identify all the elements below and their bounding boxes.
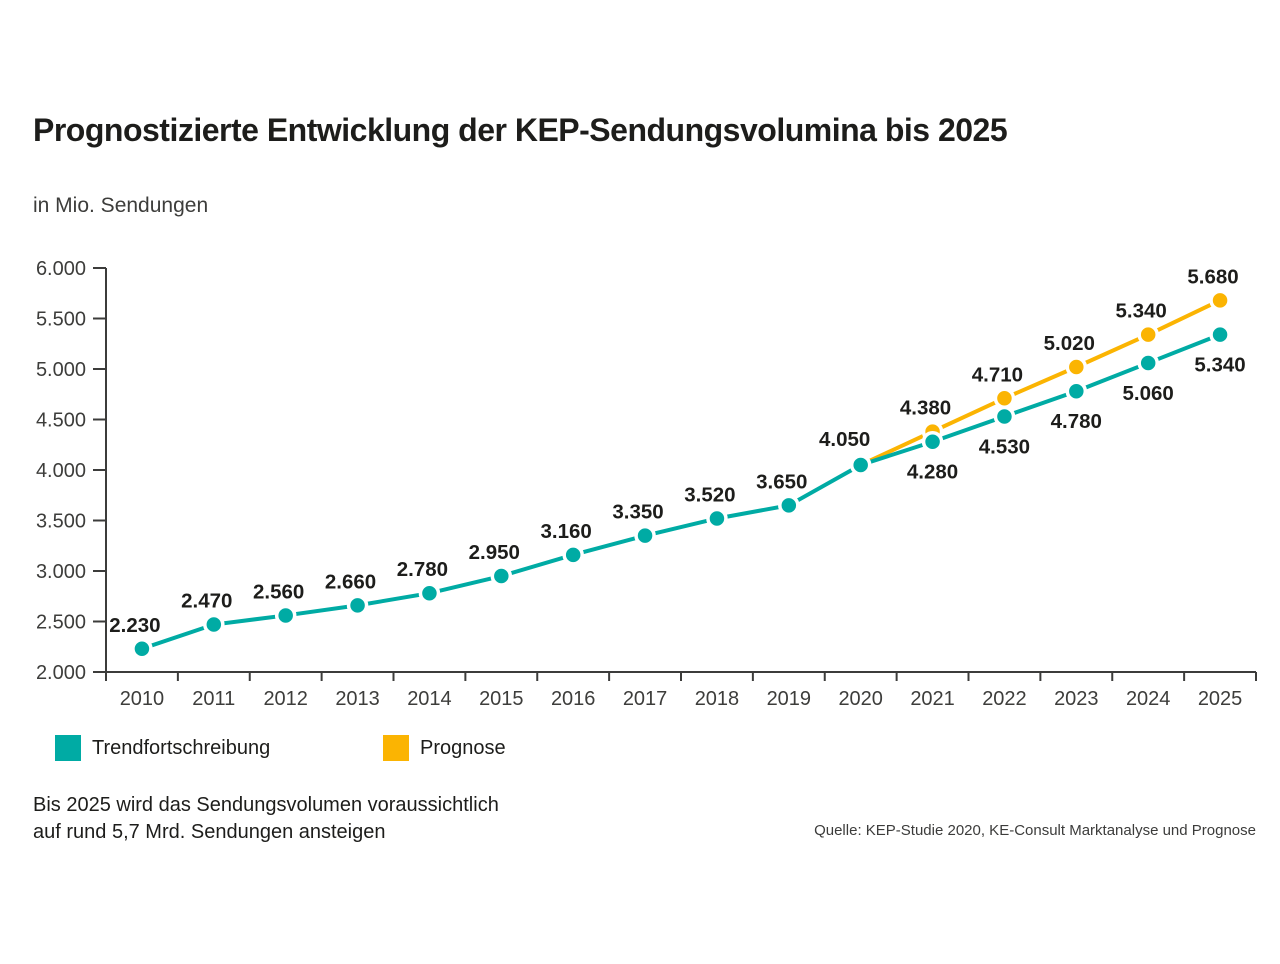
y-tick-label: 5.500	[36, 309, 86, 331]
x-tick-label: 2011	[192, 688, 235, 710]
data-point-label: 4.380	[900, 397, 951, 420]
series-line-prognose	[859, 298, 1221, 467]
footnote-line-2: auf rund 5,7 Mrd. Sendungen ansteigen	[33, 821, 386, 843]
chart-unit-label: in Mio. Sendungen	[33, 194, 209, 217]
data-point-trendfortschreibung	[921, 430, 944, 453]
data-point-label: 2.230	[109, 614, 160, 637]
data-point-label: 2.660	[325, 570, 376, 593]
chart-title: Prognostizierte Entwicklung der KEP-Send…	[33, 112, 1008, 148]
data-point-trendfortschreibung	[993, 405, 1016, 428]
data-point-label: 4.780	[1051, 410, 1102, 433]
data-point-label: 5.340	[1194, 354, 1245, 377]
data-point-trendfortschreibung	[634, 524, 656, 547]
x-tick-label: 2015	[479, 688, 524, 710]
data-point-trendfortschreibung	[418, 582, 441, 604]
series-line-trendfortschreibung	[141, 332, 1221, 651]
data-point-prognose	[1137, 323, 1159, 346]
legend-item-prognose: Prognose	[383, 735, 506, 761]
legend-label-prognose: Prognose	[420, 736, 506, 759]
x-tick-label: 2013	[335, 688, 380, 710]
data-point-label: 4.050	[819, 428, 870, 451]
y-tick-label: 3.500	[36, 511, 86, 533]
data-point-trendfortschreibung	[131, 638, 153, 660]
y-tick-label: 4.500	[36, 410, 86, 432]
x-tick-label: 2024	[1126, 688, 1171, 710]
data-point-label: 3.650	[756, 470, 807, 493]
x-tick-label: 2012	[263, 688, 308, 710]
data-point-label: 4.280	[907, 461, 958, 484]
x-tick-label: 2022	[982, 688, 1027, 710]
data-point-trendfortschreibung	[203, 613, 225, 636]
legend-swatch-trendfortschreibung	[55, 735, 81, 761]
x-tick-label: 2021	[910, 688, 955, 710]
footnote-line-1: Bis 2025 wird das Sendungsvolumen voraus…	[33, 794, 499, 816]
data-point-label: 2.950	[469, 541, 520, 564]
data-point-label: 3.520	[684, 483, 735, 506]
data-point-label: 5.020	[1044, 332, 1095, 355]
data-point-label: 4.710	[972, 363, 1023, 386]
data-point-trendfortschreibung	[706, 507, 728, 530]
y-tick-label: 2.500	[36, 612, 86, 634]
y-tick-label: 6.000	[36, 258, 86, 280]
data-point-label: 4.530	[979, 435, 1030, 458]
data-point-trendfortschreibung	[562, 544, 584, 566]
data-point-trendfortschreibung	[346, 594, 369, 617]
legend-swatch-prognose	[383, 735, 409, 761]
x-tick-label: 2020	[838, 688, 883, 710]
data-point-trendfortschreibung	[1065, 380, 1088, 402]
data-point-label: 5.060	[1123, 382, 1174, 405]
data-point-prognose	[1065, 356, 1088, 378]
data-point-label: 2.780	[397, 558, 448, 581]
data-point-prognose	[993, 387, 1016, 410]
data-point-label: 2.560	[253, 580, 304, 603]
x-tick-label: 2018	[695, 688, 740, 710]
x-tick-label: 2019	[767, 688, 812, 710]
x-tick-label: 2016	[551, 688, 596, 710]
data-point-prognose	[1209, 289, 1231, 312]
legend-label-trendfortschreibung: Trendfortschreibung	[92, 736, 271, 759]
data-point-trendfortschreibung	[849, 454, 872, 476]
x-tick-label: 2017	[623, 688, 668, 710]
data-point-trendfortschreibung	[1137, 352, 1159, 374]
data-point-trendfortschreibung	[490, 565, 513, 587]
source-attribution: Quelle: KEP-Studie 2020, KE-Consult Mark…	[814, 822, 1256, 839]
x-tick-label: 2023	[1054, 688, 1099, 710]
data-point-label: 2.470	[181, 590, 232, 613]
data-point-label: 5.680	[1187, 265, 1238, 288]
data-point-label: 5.340	[1116, 300, 1167, 323]
y-tick-label: 3.000	[36, 561, 86, 583]
y-tick-label: 5.000	[36, 359, 86, 381]
data-point-trendfortschreibung	[1209, 323, 1231, 346]
data-point-label: 3.160	[541, 520, 592, 543]
y-tick-label: 4.000	[36, 460, 86, 482]
data-point-trendfortschreibung	[274, 604, 297, 627]
legend-item-trendfortschreibung: Trendfortschreibung	[55, 735, 270, 761]
x-tick-label: 2010	[120, 688, 165, 710]
footnote: Bis 2025 wird das Sendungsvolumen voraus…	[33, 792, 499, 846]
x-tick-label: 2025	[1198, 688, 1243, 710]
x-tick-label: 2014	[407, 688, 452, 710]
data-point-label: 3.350	[612, 501, 663, 524]
data-point-trendfortschreibung	[778, 494, 800, 517]
y-tick-label: 2.000	[36, 662, 86, 684]
